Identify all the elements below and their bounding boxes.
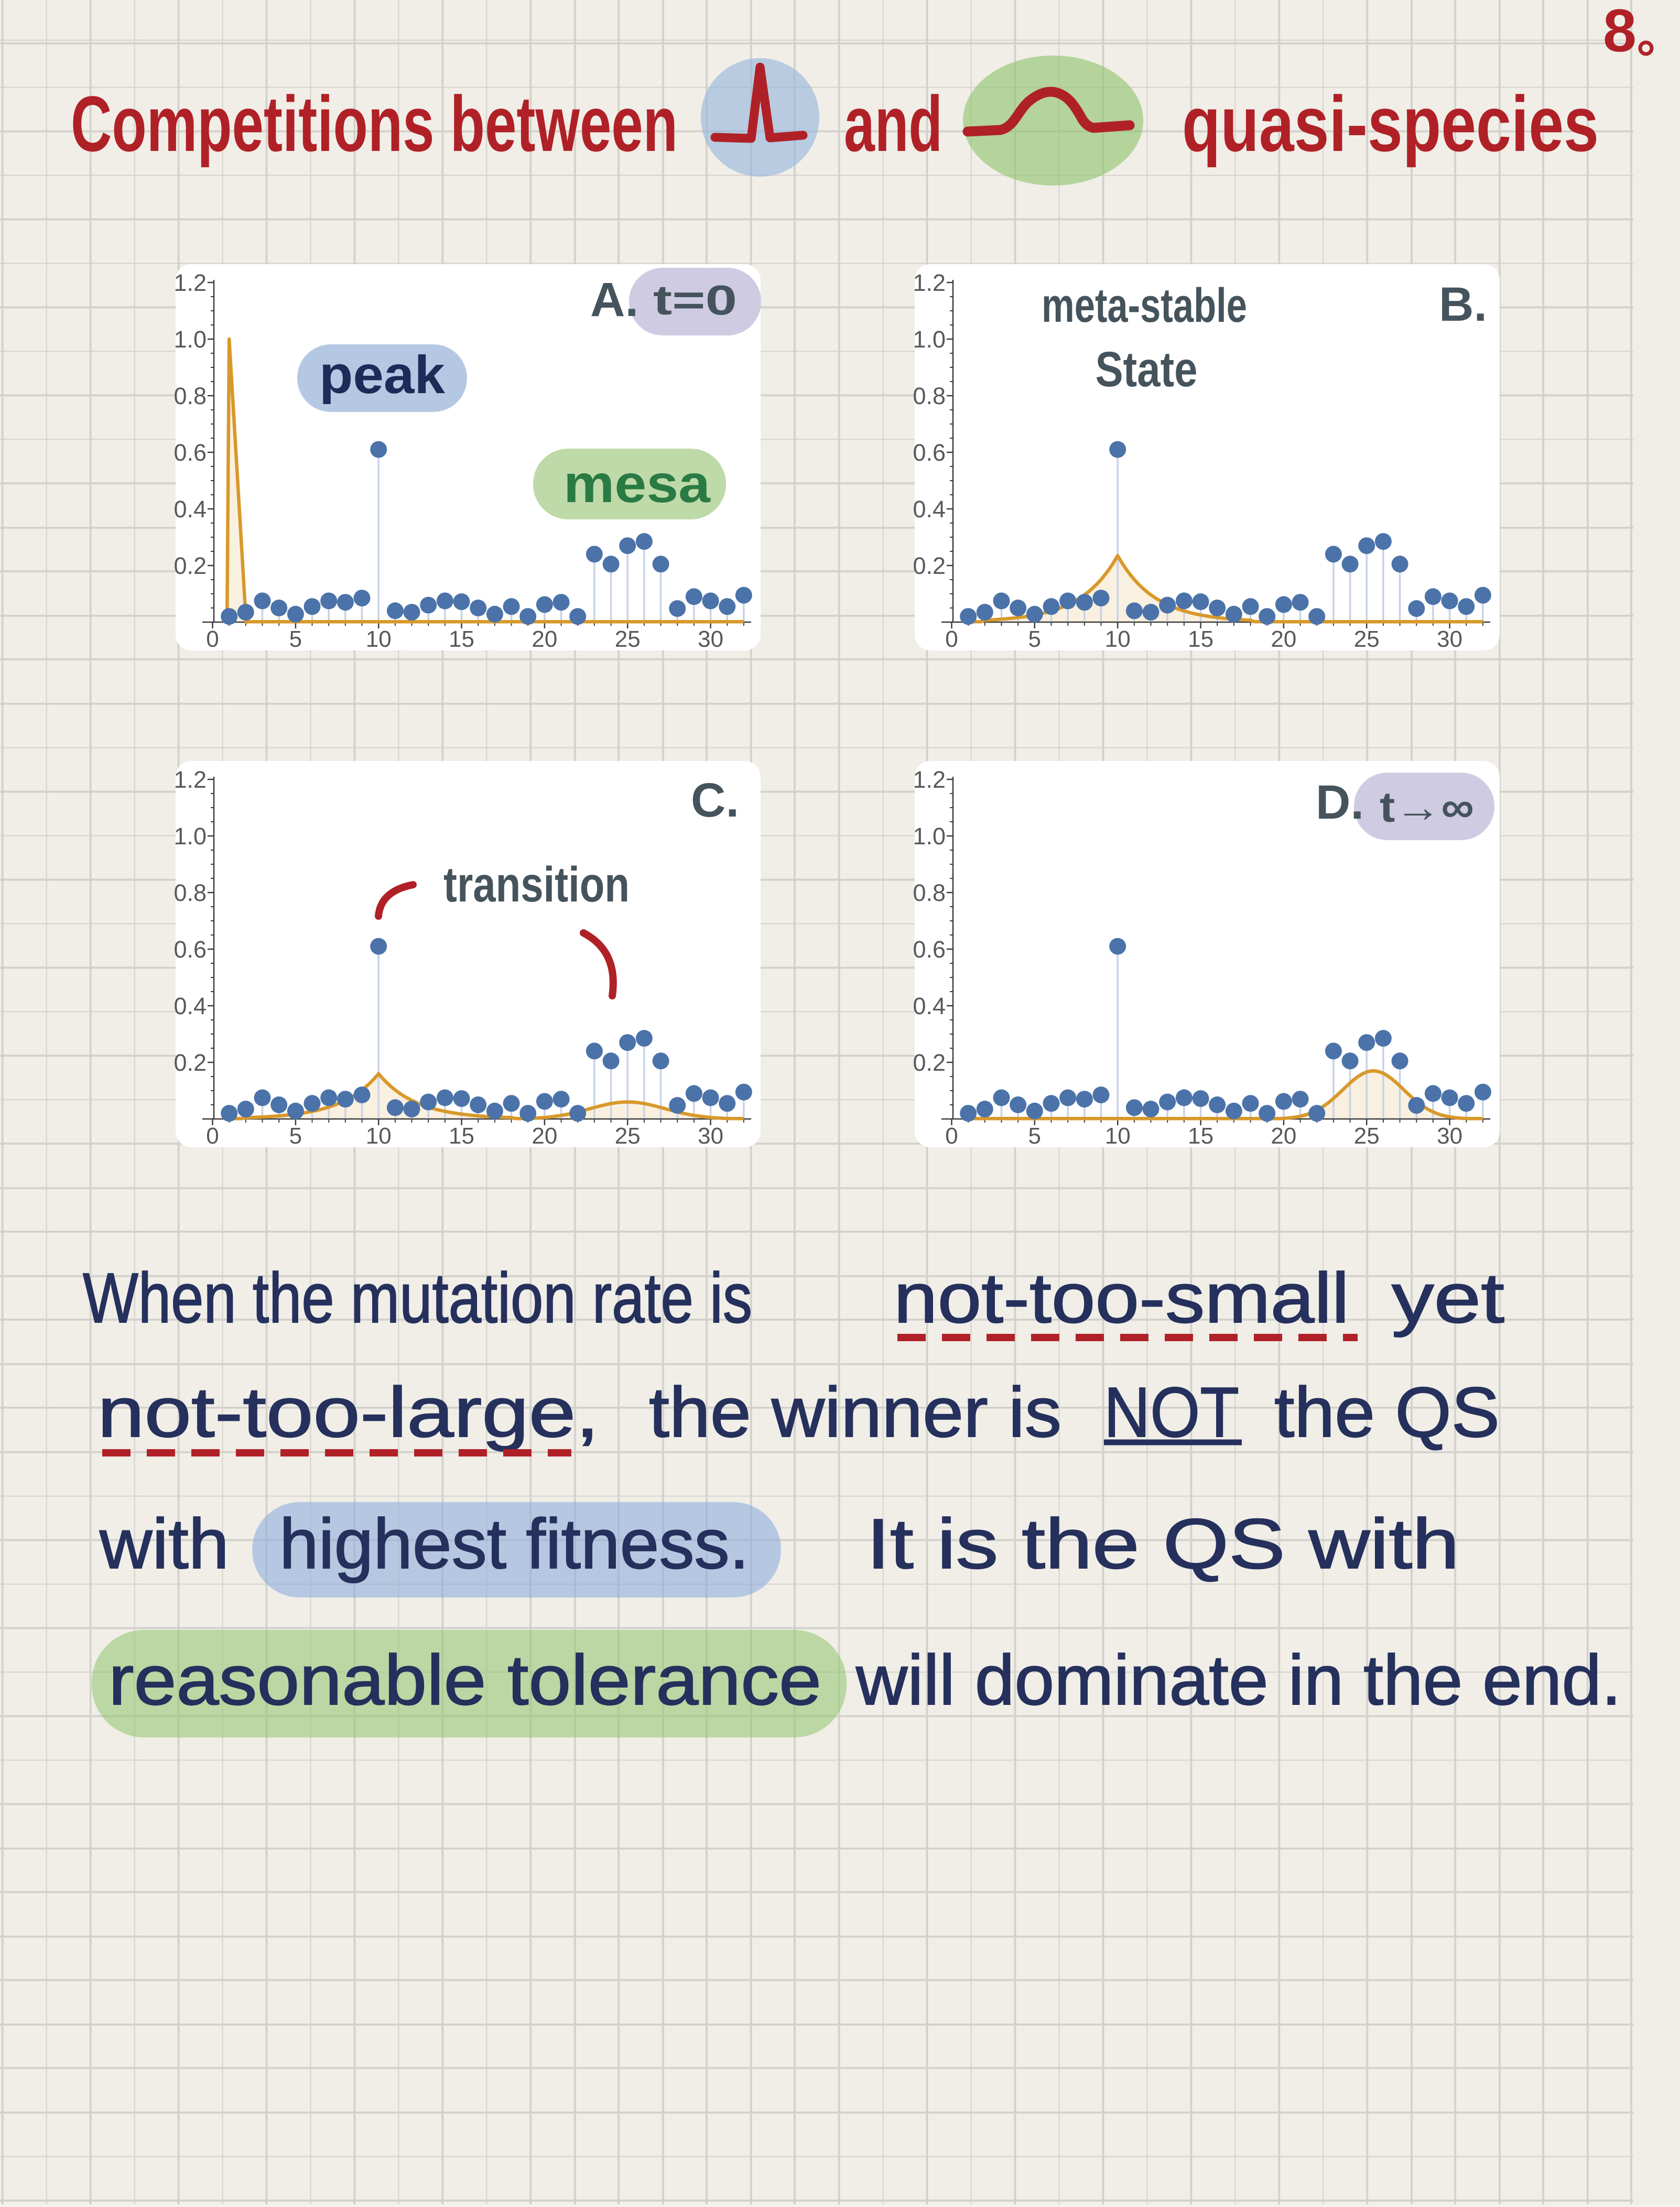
svg-text:t=0: t=0 (653, 277, 737, 323)
svg-text:1.2: 1.2 (913, 766, 946, 793)
svg-text:20: 20 (532, 1123, 557, 1149)
svg-text:0.2: 0.2 (174, 552, 207, 579)
svg-text:0: 0 (945, 1123, 958, 1149)
svg-text:0.8: 0.8 (913, 879, 946, 906)
svg-text:25: 25 (1354, 1123, 1380, 1149)
svg-text:highest fitness.: highest fitness. (279, 1504, 749, 1583)
svg-text:1.0: 1.0 (174, 326, 207, 353)
svg-text:yet: yet (1392, 1258, 1504, 1338)
svg-text:1.2: 1.2 (174, 766, 207, 793)
svg-text:5: 5 (289, 626, 302, 652)
svg-text:D.: D. (1316, 776, 1364, 829)
svg-text:t→∞: t→∞ (1380, 784, 1474, 831)
svg-text:5: 5 (1028, 1123, 1041, 1149)
svg-text:30: 30 (1437, 626, 1462, 652)
svg-text:It is the QS with: It is the QS with (866, 1504, 1459, 1583)
svg-text:30: 30 (698, 1123, 723, 1149)
svg-text:8: 8 (1603, 0, 1636, 64)
svg-text:transition: transition (443, 857, 630, 912)
svg-text:25: 25 (615, 626, 641, 652)
svg-text:not-too-large,: not-too-large, (97, 1373, 599, 1452)
svg-text:15: 15 (449, 1123, 474, 1149)
svg-text:0.4: 0.4 (913, 496, 946, 523)
svg-text:with: with (99, 1504, 229, 1583)
svg-text:0: 0 (206, 1123, 219, 1149)
svg-text:0.6: 0.6 (913, 936, 946, 963)
svg-text:0.4: 0.4 (174, 993, 207, 1019)
svg-text:the QS: the QS (1274, 1373, 1500, 1452)
svg-text:0.6: 0.6 (174, 936, 207, 963)
svg-text:the winner is: the winner is (649, 1373, 1061, 1452)
svg-text:10: 10 (366, 626, 392, 652)
svg-text:10: 10 (1105, 626, 1131, 652)
svg-text:0.8: 0.8 (913, 383, 946, 409)
svg-text:5: 5 (1028, 626, 1041, 652)
svg-text:10: 10 (366, 1123, 392, 1149)
svg-text:30: 30 (1437, 1123, 1462, 1149)
svg-text:15: 15 (1188, 1123, 1213, 1149)
svg-text:0.4: 0.4 (174, 496, 207, 523)
svg-text:reasonable tolerance: reasonable tolerance (109, 1640, 821, 1720)
svg-text:mesa: mesa (563, 454, 711, 514)
svg-text:C.: C. (691, 774, 739, 827)
svg-text:0.8: 0.8 (174, 879, 207, 906)
svg-text:0: 0 (206, 626, 219, 652)
svg-text:0.6: 0.6 (174, 439, 207, 466)
svg-text:25: 25 (615, 1123, 641, 1149)
svg-text:0.6: 0.6 (913, 439, 946, 466)
svg-text:will dominate in the end.: will dominate in the end. (855, 1640, 1621, 1720)
svg-text:B.: B. (1439, 278, 1487, 331)
svg-text:1.0: 1.0 (913, 823, 946, 850)
svg-text:meta-stable: meta-stable (1042, 279, 1247, 332)
svg-text:1.0: 1.0 (913, 326, 946, 353)
svg-text:peak: peak (319, 345, 445, 405)
svg-text:0.8: 0.8 (174, 383, 207, 409)
svg-text:quasi-species: quasi-species (1182, 80, 1599, 168)
svg-text:Competitions between: Competitions between (71, 80, 678, 168)
svg-text:5: 5 (289, 1123, 302, 1149)
svg-text:0.4: 0.4 (913, 993, 946, 1019)
svg-text:When the mutation rate is: When the mutation rate is (83, 1258, 752, 1338)
svg-text:0.2: 0.2 (913, 1049, 946, 1076)
svg-text:1.0: 1.0 (174, 823, 207, 850)
svg-text:0: 0 (945, 626, 958, 652)
svg-text:NOT: NOT (1104, 1373, 1239, 1452)
svg-text:20: 20 (1271, 626, 1296, 652)
svg-text:and: and (844, 80, 942, 168)
svg-text:15: 15 (449, 626, 474, 652)
svg-text:10: 10 (1105, 1123, 1131, 1149)
svg-text:0.2: 0.2 (913, 552, 946, 579)
svg-text:State: State (1096, 342, 1198, 397)
svg-text:1.2: 1.2 (174, 269, 207, 296)
svg-text:20: 20 (532, 626, 557, 652)
svg-text:1.2: 1.2 (913, 269, 946, 296)
svg-text:20: 20 (1271, 1123, 1296, 1149)
svg-text:A.: A. (590, 273, 638, 327)
svg-text:0.2: 0.2 (174, 1049, 207, 1076)
svg-text:15: 15 (1188, 626, 1213, 652)
svg-text:25: 25 (1354, 626, 1380, 652)
svg-text:not-too-small: not-too-small (894, 1258, 1349, 1338)
svg-text:30: 30 (698, 626, 723, 652)
